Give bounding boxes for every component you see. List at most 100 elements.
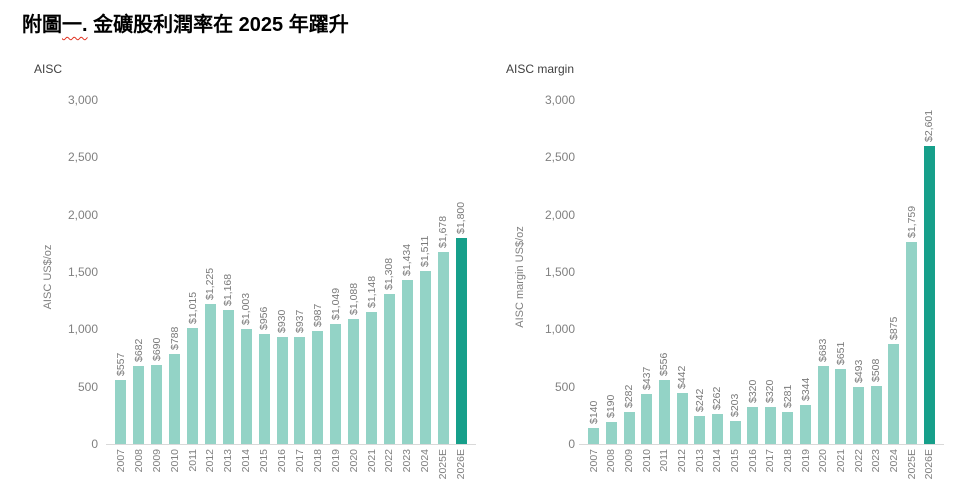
bar-2010: [169, 353, 181, 444]
bar-2011: [658, 380, 670, 444]
bar-2008: [605, 422, 617, 444]
bar-2009: [623, 411, 635, 444]
x-axis-line: [106, 444, 476, 445]
x-axis-category-label: 2025E: [905, 449, 918, 480]
bar-value-label: $437: [640, 366, 653, 390]
y-axis-tick-label: 1,000: [544, 322, 575, 337]
bar-2026E: [455, 237, 467, 444]
bar-value-label: $556: [658, 352, 671, 377]
bar-2018: [312, 330, 324, 444]
figure-title-spellchecked-text: 一.: [62, 14, 88, 36]
bar-value-label: $1,049: [329, 287, 342, 320]
x-axis-category-label: 2026E: [455, 449, 468, 480]
bar-2015: [258, 334, 270, 444]
y-axis-tick-label: 0: [568, 437, 575, 451]
bar-2015: [729, 420, 741, 444]
chart-title: AISC: [34, 62, 63, 76]
x-axis-category-label: 2013: [693, 449, 706, 473]
bar-2019: [800, 404, 812, 444]
x-axis-category-label: 2016: [276, 449, 289, 473]
bar-value-label: $1,168: [222, 273, 235, 307]
x-axis-category-label: 2018: [781, 449, 794, 473]
x-axis-category-label: 2019: [329, 449, 342, 473]
bar-value-label: $320: [764, 379, 777, 404]
x-axis-category-label: 2009: [623, 449, 636, 473]
bar-2013: [694, 416, 706, 444]
bar-2012: [204, 303, 216, 444]
bar-2008: [133, 365, 145, 444]
x-axis-category-label: 2025E: [437, 449, 450, 480]
figure-title: 附圖一. 金礦股利潤率在 2025 年躍升: [22, 8, 349, 37]
bar-value-label: $1,511: [419, 235, 432, 267]
x-axis-category-label: 2008: [132, 449, 145, 473]
bar-value-label: $242: [693, 388, 706, 413]
x-axis-category-label: 2007: [114, 449, 127, 473]
x-axis-category-label: 2014: [240, 449, 253, 473]
x-axis-category-label: 2026E: [923, 449, 936, 480]
y-axis-tick-label: 1,000: [67, 322, 98, 337]
bar-value-label: $956: [258, 307, 271, 331]
bar-value-label: $320: [746, 379, 759, 404]
bar-2026E: [923, 145, 935, 444]
bar-value-label: $875: [887, 316, 900, 340]
bar-2016: [276, 337, 288, 444]
y-axis-tick-label: 500: [554, 379, 575, 394]
y-axis-tick-label: 2,000: [67, 207, 98, 222]
bar-2014: [711, 413, 723, 444]
bar-2016: [747, 407, 759, 444]
x-axis-category-label: 2024: [887, 449, 900, 473]
x-axis-category-label: 2008: [605, 449, 618, 473]
bar-2024: [419, 270, 431, 444]
bar-value-label: $282: [623, 384, 636, 408]
bar-2020: [817, 365, 829, 444]
chart-title: AISC margin: [506, 62, 575, 76]
x-axis-category-label: 2013: [222, 449, 235, 473]
bar-value-label: $203: [729, 393, 742, 417]
x-axis-line: [579, 444, 944, 445]
bar-2023: [870, 385, 882, 444]
bar-2025E: [437, 251, 449, 444]
bar-value-label: $987: [311, 303, 324, 327]
x-axis-category-label: 2015: [729, 449, 742, 473]
bar-value-label: $493: [852, 360, 865, 384]
x-axis-category-label: 2019: [799, 449, 812, 473]
bar-2011: [187, 327, 199, 444]
bar-value-label: $937: [293, 309, 306, 333]
bar-value-label: $281: [781, 384, 794, 408]
bar-value-label: $1,800: [455, 201, 468, 234]
bar-2007: [115, 380, 127, 444]
x-axis-category-label: 2024: [419, 449, 432, 473]
figure-title-prefix: 附圖: [22, 14, 62, 36]
y-axis-tick-label: 1,500: [67, 265, 98, 279]
x-axis-category-label: 2007: [587, 449, 600, 473]
figure-title-rest: 金礦股利潤率在 2025 年躍升: [87, 14, 349, 36]
bar-value-label: $1,003: [240, 292, 253, 325]
x-axis-category-label: 2018: [311, 449, 324, 473]
x-axis-category-label: 2022: [383, 449, 396, 473]
x-axis-category-label: 2021: [834, 449, 847, 473]
bar-value-label: $344: [799, 377, 812, 401]
y-axis-tick-label: 2,500: [67, 150, 98, 165]
bar-2010: [641, 393, 653, 444]
x-axis-category-label: 2011: [186, 449, 199, 472]
x-axis-category-label: 2023: [401, 449, 414, 473]
bar-2023: [401, 279, 413, 444]
bar-2014: [240, 328, 252, 444]
x-axis-category-label: 2010: [168, 449, 181, 473]
bar-2022: [383, 294, 395, 444]
bar-2017: [294, 336, 306, 444]
bar-value-label: $508: [870, 358, 883, 382]
x-axis-category-label: 2012: [676, 449, 689, 473]
bar-2021: [366, 312, 378, 444]
bar-value-label: $1,759: [905, 206, 918, 239]
bar-2017: [764, 407, 776, 444]
x-axis-category-label: 2014: [711, 449, 724, 473]
x-axis-category-label: 2017: [293, 449, 306, 473]
y-axis-tick-label: 0: [91, 437, 98, 451]
y-axis-tick-label: 1,500: [544, 265, 575, 279]
y-axis-tick-label: 2,500: [544, 150, 575, 165]
bar-value-label: $1,148: [365, 276, 378, 309]
bar-value-label: $190: [605, 394, 618, 419]
bar-value-label: $651: [834, 341, 847, 366]
